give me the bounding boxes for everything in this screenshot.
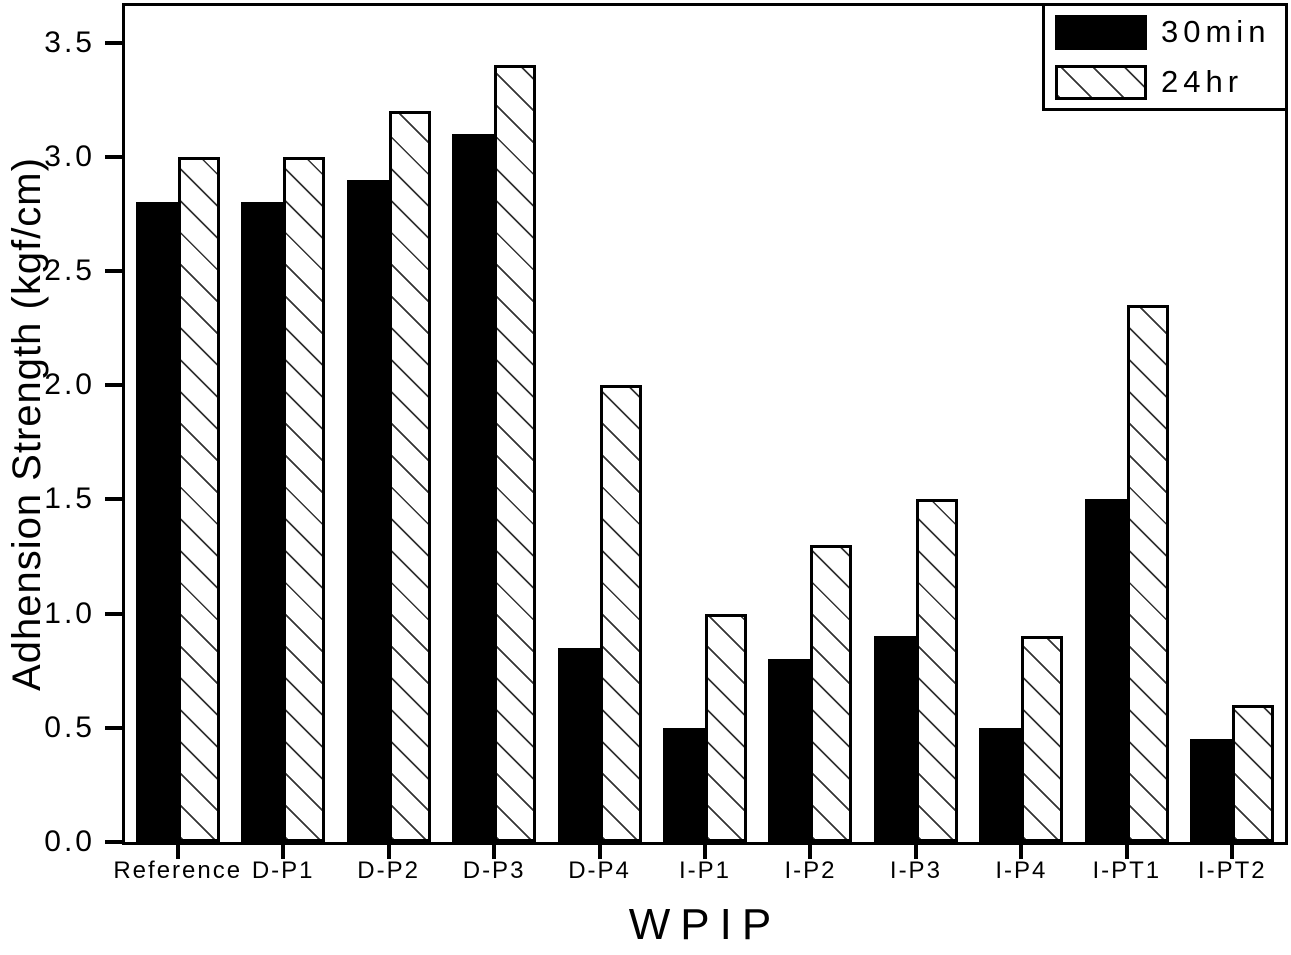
x-tick-label-D-P3: D-P3 [462,857,526,884]
bar-24hr-I-P4 [1021,636,1064,842]
bar-24hr-D-P4 [599,385,642,842]
y-tick-label-2.5: 2.5 [44,253,95,287]
bar-30min-I-P1 [663,727,705,842]
y-tick-label-0.0: 0.0 [44,825,95,858]
legend-row-30min: 30min [1055,14,1275,50]
legend-swatch-24hr [1055,64,1147,100]
y-tick-0.0 [105,840,122,844]
bar-24hr-D-P2 [388,111,431,842]
y-tick-label-3.5: 3.5 [44,25,95,59]
x-axis-title: WPIP [628,900,782,949]
legend-label-30min: 30min [1161,14,1271,49]
bar-30min-I-PT2 [1190,739,1233,842]
bar-24hr-D-P1 [283,156,326,842]
y-tick-label-2.0: 2.0 [44,368,95,402]
bar-24hr-I-P1 [705,613,747,842]
y-tick-1.0 [105,611,122,616]
bar-24hr-I-PT2 [1232,704,1275,842]
x-tick-label-D-P1: D-P1 [251,857,315,884]
x-tick-I-PT1 [1124,842,1129,859]
x-tick-D-P4 [597,842,602,859]
x-tick-label-I-PT1: I-PT1 [1092,857,1162,884]
bar-30min-D-P4 [557,647,600,842]
bar-24hr-I-PT1 [1126,305,1169,842]
x-tick-label-I-P1: I-P1 [678,857,732,884]
bar-24hr-D-P3 [494,65,537,842]
x-tick-I-P1 [703,842,707,859]
x-tick-label-I-P3: I-P3 [889,857,942,884]
bar-24hr-Reference [177,156,220,842]
x-tick-label-I-P2: I-P2 [784,857,837,884]
y-tick-2.5 [105,268,122,273]
legend: 30min 24hr [1042,3,1288,111]
x-tick-D-P3 [492,842,497,859]
plot-area: 0.0 0.5 1.0 1.5 2.0 2.5 3.0 3.5 Reference D-P1 D-… [44,3,1288,884]
x-tick-label-D-P4: D-P4 [568,857,631,884]
y-tick-1.5 [105,497,122,502]
x-tick-I-PT2 [1230,842,1235,859]
x-tick-D-P1 [281,842,286,859]
bar-30min-I-P3 [873,636,916,842]
y-tick-label-0.5: 0.5 [44,710,95,744]
x-tick-label-I-P4: I-P4 [995,857,1048,884]
legend-label-24hr: 24hr [1161,64,1244,99]
y-tick-label-1.5: 1.5 [44,482,95,516]
x-tick-I-P4 [1019,842,1024,859]
legend-row-24hr: 24hr [1055,64,1275,100]
bar-30min-I-PT1 [1084,499,1127,842]
x-tick-Reference [175,842,180,859]
x-tick-I-P2 [808,842,813,859]
y-axis-title: Adhension Strength (kgf/cm) [5,157,49,691]
x-tick-label-Reference: Reference [113,857,243,884]
bar-30min-I-P4 [979,727,1022,842]
y-tick-3.5 [105,40,122,45]
bar-30min-I-P2 [768,659,811,842]
bar-24hr-I-P3 [915,499,958,842]
x-tick-label-D-P2: D-P2 [357,857,420,884]
bar-30min-D-P3 [452,133,495,842]
bar-24hr-I-P2 [810,545,853,842]
x-tick-D-P2 [386,842,391,859]
bar-30min-D-P1 [241,202,284,842]
legend-swatch-30min [1055,14,1147,50]
bar-30min-Reference [135,202,178,842]
bar-30min-D-P2 [346,179,389,842]
y-tick-0.5 [105,725,122,730]
y-tick-label-1.0: 1.0 [44,596,95,630]
y-tick-label-3.0: 3.0 [44,139,95,173]
x-tick-I-P3 [913,842,918,859]
y-tick-3.0 [105,154,122,159]
x-tick-label-I-PT2: I-PT2 [1197,857,1267,884]
y-tick-2.0 [105,383,122,388]
